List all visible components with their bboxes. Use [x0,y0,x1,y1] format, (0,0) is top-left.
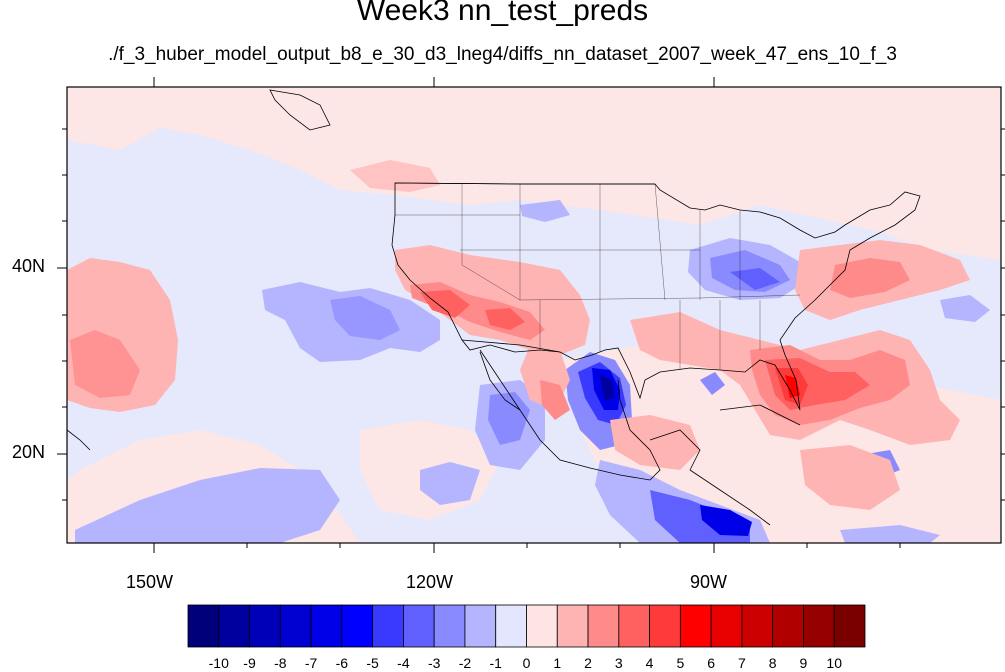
colorbar-swatch [372,604,404,648]
colorbar-tick-label: 6 [707,655,716,671]
colorbar-tick-label: 1 [553,655,562,671]
colorbar-tick-label: -8 [274,655,287,671]
colorbar-tick-label: -7 [304,655,318,671]
colorbar-tick-label: -3 [427,655,441,671]
colorbar-swatch [679,604,712,648]
map-title: Week3 nn_test_preds [356,0,649,27]
colorbar [187,604,866,648]
colorbar-tick-label: 8 [768,655,777,671]
axis-ticks [57,77,1005,553]
baja-peninsula [479,351,521,411]
lon-label-150w: 150W [126,572,174,592]
colorbar-swatch [341,604,374,648]
colorbar-swatch [710,604,743,648]
colorbar-tick-label: -6 [335,655,349,671]
coastlines-and-borders [67,89,921,526]
colorbar-tick-label: -1 [489,655,502,671]
usa-outline [391,182,921,411]
colorbar-tick-label: 3 [614,655,623,671]
lat-label-20n: 20N [12,442,46,462]
colorbar-tick-label: 5 [676,655,685,671]
map-subtitle: ./f_3_huber_model_output_b8_e_30_d3_lneg… [108,44,897,65]
colorbar-swatch [495,604,527,648]
colorbar-swatch [556,604,589,648]
colorbar-swatch [279,604,312,648]
colorbar-tick-label: 0 [522,655,531,671]
colorbar-tick-label: 7 [738,655,746,671]
lon-label-120w: 120W [406,572,454,592]
colorbar-swatch [526,604,558,648]
colorbar-swatch [803,604,835,648]
mexico-border [461,339,561,353]
colorbar-tick-label: 10 [826,655,842,671]
colorbar-tick-label: 2 [584,655,592,671]
colorbar-tick-label: 4 [645,655,654,671]
colorbar-swatch [187,604,220,648]
colorbar-swatch [249,604,281,648]
colorbar-tick-label: 9 [799,655,808,671]
field-warm-north [67,87,1001,260]
yucatan [649,429,701,471]
colorbar-tick-label: -2 [458,655,472,671]
colorbar-swatch [433,604,466,648]
lon-label-90w: 90W [690,572,728,592]
colorbar-swatch [833,604,866,648]
colorbar-swatch [649,604,681,648]
colorbar-swatch [587,604,620,648]
colorbar-tick-label: -5 [366,655,379,671]
central-america [689,469,771,526]
cool-anomalies [75,200,990,543]
colorbar-swatch [464,604,497,648]
colorbar-tick-label: -9 [243,655,256,671]
colorbar-swatch [218,604,250,648]
colorbar-swatch [403,604,435,648]
colorbar-swatch [741,604,774,648]
colorbar-swatch [618,604,650,648]
cuba [719,404,801,426]
contour-field [67,87,1001,543]
colorbar-swatch [310,604,343,648]
hawaii [67,429,91,451]
alaska-coast [269,89,331,131]
lat-label-40n: 40N [12,256,46,276]
colorbar-tick-label: -10 [208,655,229,671]
colorbar-swatch [772,604,804,648]
colorbar-tick-label: -4 [397,655,410,671]
state-borders [395,183,801,370]
